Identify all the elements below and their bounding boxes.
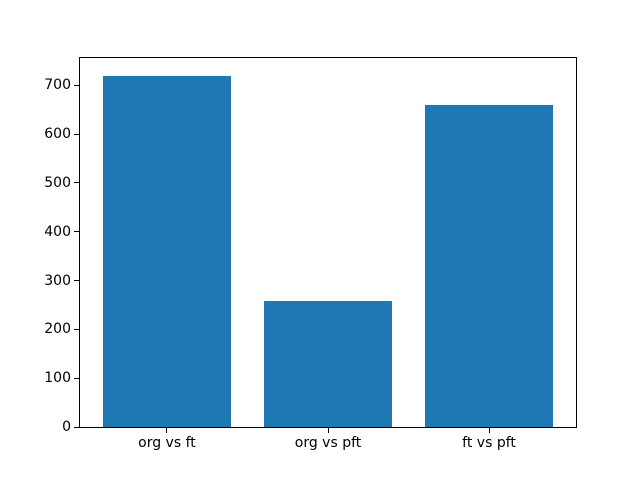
y-tick-mark: [74, 231, 79, 233]
y-tick-label: 600: [44, 126, 71, 143]
x-tick-label: org vs ft: [138, 435, 196, 451]
x-tick-mark: [166, 428, 168, 433]
y-tick-mark: [74, 133, 79, 135]
x-tick-label: org vs pft: [294, 435, 362, 451]
y-tick-mark: [74, 84, 79, 86]
y-tick-label: 100: [44, 370, 71, 387]
y-tick-label: 700: [44, 77, 71, 94]
bar-ft-vs-pft: [424, 104, 554, 427]
y-tick-mark: [74, 280, 79, 282]
x-tick-mark: [327, 428, 329, 433]
x-tick-label: ft vs pft: [462, 435, 516, 451]
y-tick-mark: [74, 377, 79, 379]
y-tick-mark: [74, 182, 79, 184]
y-tick-mark: [74, 328, 79, 330]
y-tick-label: 0: [62, 419, 71, 435]
bar-org-vs-ft: [102, 75, 232, 427]
y-tick-label: 500: [44, 174, 71, 191]
plot-area: 0 100 200 300 400 500 600 700 org vs ft org vs pf…: [44, 57, 577, 450]
y-tick-mark: [74, 426, 79, 428]
bar-org-vs-pft: [263, 301, 393, 427]
y-tick-label: 200: [44, 321, 71, 338]
x-tick-mark: [488, 428, 490, 433]
y-tick-label: 400: [44, 223, 71, 240]
y-tick-label: 300: [44, 272, 71, 289]
